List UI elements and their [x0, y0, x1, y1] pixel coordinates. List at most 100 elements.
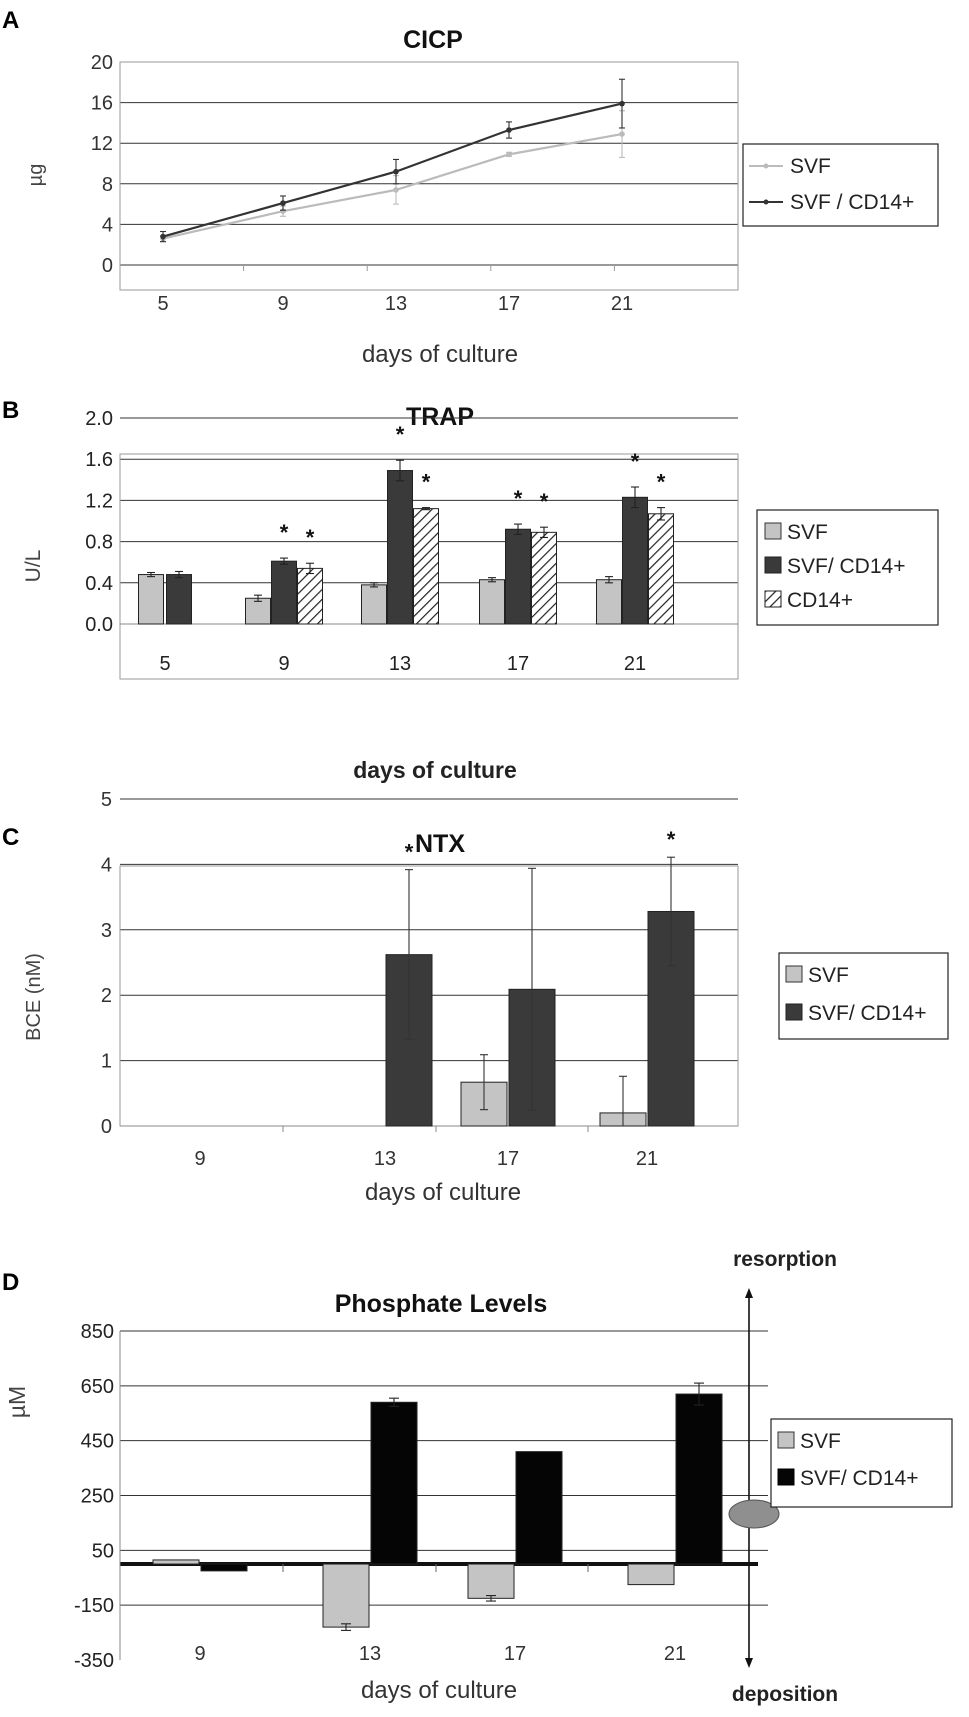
data-point-svfcd14 [160, 233, 166, 240]
legend-b: SVF SVF/ CD14+ CD14+ [756, 509, 939, 626]
x-tick-label: 21 [664, 1643, 686, 1665]
x-tick-label: 9 [194, 1643, 205, 1665]
series-line-svfcd14 [162, 102, 623, 238]
legend-swatch-svfcd14-b [764, 556, 782, 574]
data-point-svfcd14 [619, 100, 625, 107]
bar-svf [627, 1563, 675, 1586]
significance-star: * [540, 489, 549, 514]
y-tick-label: 1 [101, 1051, 112, 1073]
y-tick-label: 0 [101, 1116, 112, 1138]
x-tick-label: 21 [624, 653, 646, 675]
y-tick-label: 4 [102, 214, 113, 236]
x-tick-label: 5 [159, 653, 170, 675]
bar-cd14 [297, 567, 323, 625]
series-b: * * * * * * * * [138, 422, 674, 625]
chart-title-d: Phosphate Levels [335, 1290, 548, 1318]
plot-frame-a [119, 61, 739, 291]
grid-d [120, 1330, 768, 1606]
legend-label-cd14-b: CD14+ [787, 589, 853, 612]
arrow-up-head [745, 1288, 753, 1298]
panel-d: D Phosphate Levels -350 -150 50 250 450 650 85… [2, 1248, 953, 1706]
y-tick-label: 0.4 [85, 573, 113, 595]
legend-box-b [756, 509, 939, 626]
legend-label-svf-a: SVF [790, 155, 831, 178]
y-axis-c: 0 1 2 3 4 5 [101, 789, 112, 1138]
legend-box-d [770, 1418, 953, 1508]
y-tick-label: 0.0 [85, 614, 113, 636]
resorption-label: resorption [733, 1248, 837, 1271]
legend-box-a [742, 143, 939, 227]
x-axis-label-a: days of culture [362, 341, 518, 368]
y-tick-label: 850 [81, 1321, 114, 1343]
significance-star: * [280, 520, 289, 545]
y-tick-label: 1.6 [85, 449, 113, 471]
y-tick-label: 3 [101, 920, 112, 942]
arrow-down-head [745, 1658, 753, 1668]
bar-svfcd14 [505, 528, 531, 625]
bar-cd14 [648, 513, 674, 625]
legend-c: SVF SVF/ CD14+ [778, 952, 949, 1040]
x-tick-label: 9 [277, 293, 288, 315]
legend-label-svfcd14-c: SVF/ CD14+ [808, 1002, 926, 1025]
legend-swatch-cd14-b [764, 590, 782, 608]
x-tick-label: 21 [611, 293, 633, 315]
bar-svf [467, 1563, 515, 1599]
data-point-svfcd14 [506, 127, 512, 133]
legend-marker-svfcd14-a [763, 199, 769, 205]
y-tick-label: 20 [91, 52, 113, 74]
x-axis-label-c: days of culture [365, 1179, 521, 1206]
grid-a [120, 61, 738, 266]
y-tick-label: 2 [101, 985, 112, 1007]
bar-svfcd14 [515, 1451, 563, 1565]
series-c: * * [385, 827, 695, 1127]
x-tick-label: 13 [374, 1148, 396, 1170]
x-tick-label: 5 [157, 293, 168, 315]
significance-star: * [405, 840, 414, 865]
y-axis-label-a: µg [25, 164, 47, 187]
data-point-svfcd14 [393, 168, 399, 175]
deposition-label: deposition [732, 1683, 838, 1706]
legend-swatch-svfcd14-d [777, 1468, 795, 1486]
significance-star: * [514, 486, 523, 511]
bar-svf [138, 574, 164, 625]
data-point-svf [393, 187, 399, 193]
y-tick-label: 5 [101, 789, 112, 811]
significance-star: * [396, 422, 405, 447]
bar-svfcd14 [370, 1401, 418, 1565]
bar-svfcd14 [675, 1393, 723, 1565]
bar-cd14 [413, 508, 439, 625]
panel-letter-c: C [2, 824, 19, 851]
y-tick-label: 450 [81, 1431, 114, 1453]
x-axis-label-b: days of culture [353, 757, 517, 783]
y-axis-label-d: µM [4, 1386, 30, 1418]
series-d [152, 1382, 723, 1631]
legend-swatch-svf-d [777, 1431, 795, 1449]
x-axis-b: 5 9 13 17 21 [120, 623, 738, 675]
y-axis-a: 0 4 8 12 16 20 [91, 52, 113, 277]
data-point-svf [619, 131, 625, 137]
significance-star: * [631, 449, 640, 474]
chart-title-a: CICP [403, 26, 463, 54]
legend-label-svfcd14-a: SVF / CD14+ [790, 191, 914, 214]
y-axis-label-c: BCE (nM) [23, 953, 45, 1041]
bar-svfcd14 [622, 496, 648, 625]
bar-svf [361, 584, 387, 625]
y-tick-label: 650 [81, 1376, 114, 1398]
bar-svf [596, 579, 622, 625]
panel-letter-b: B [2, 397, 19, 424]
bar-svfcd14 [200, 1563, 248, 1572]
panel-letter-d: D [2, 1269, 19, 1296]
y-tick-label: 50 [92, 1540, 114, 1562]
data-point-svfcd14 [280, 200, 286, 206]
x-tick-label: 21 [636, 1148, 658, 1170]
x-tick-label: 17 [498, 293, 520, 315]
y-tick-label: 2.0 [85, 408, 113, 430]
legend-label-svf-d: SVF [800, 1430, 841, 1453]
series-line-svf [162, 132, 623, 240]
y-axis-d: -350 -150 50 250 450 650 850 [74, 1321, 114, 1672]
x-tick-label: 17 [507, 653, 529, 675]
series-a [160, 78, 625, 243]
legend-label-svfcd14-d: SVF/ CD14+ [800, 1467, 918, 1490]
